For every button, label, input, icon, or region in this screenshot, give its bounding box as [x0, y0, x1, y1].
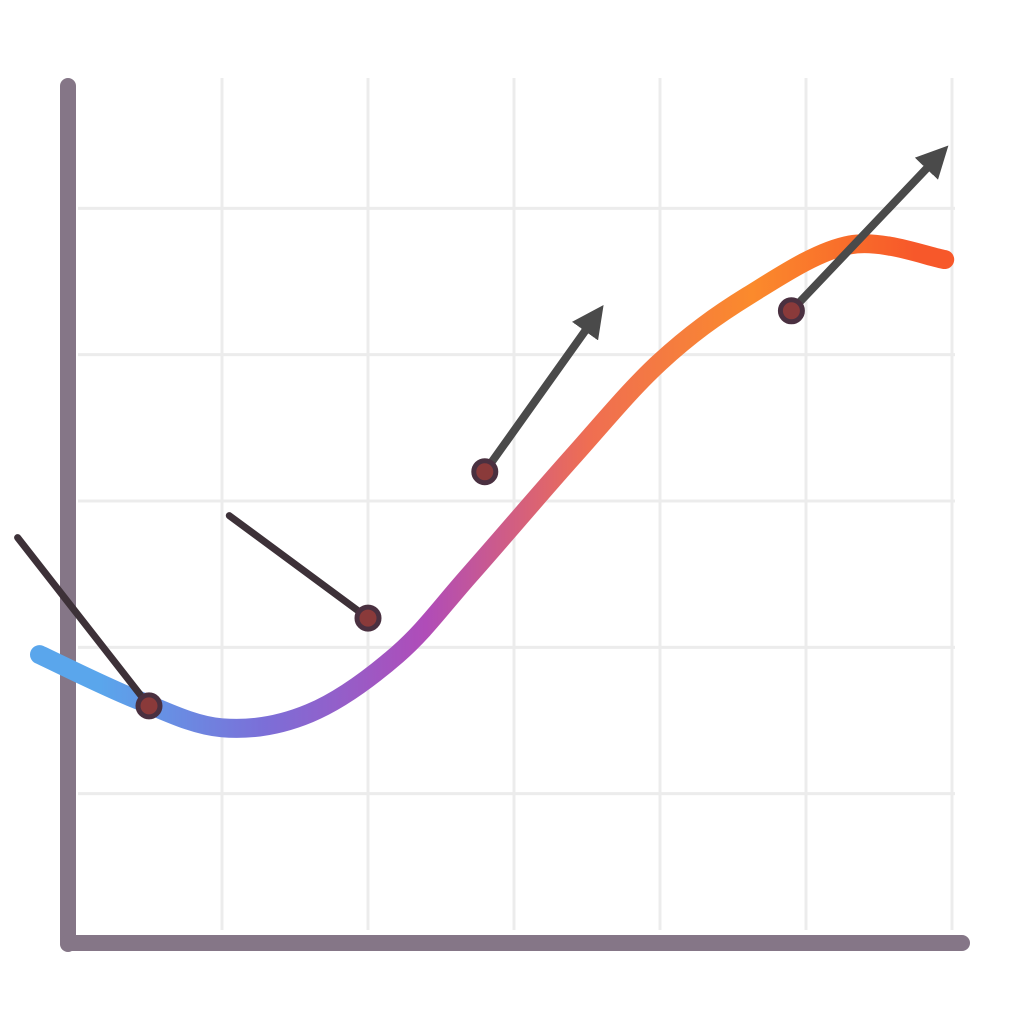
data-points — [135, 297, 805, 720]
series-layer — [30, 234, 955, 738]
grid — [78, 78, 955, 930]
data-point — [135, 692, 163, 720]
series-line — [30, 234, 955, 738]
tangent-arrow — [480, 305, 604, 476]
tangent-lines — [14, 145, 949, 710]
data-point — [777, 297, 805, 325]
tangent-line — [225, 512, 372, 622]
tangent-line — [14, 534, 153, 710]
data-point — [471, 458, 499, 486]
axes — [60, 78, 970, 952]
tangent-arrow — [787, 145, 949, 315]
data-point — [354, 604, 382, 632]
